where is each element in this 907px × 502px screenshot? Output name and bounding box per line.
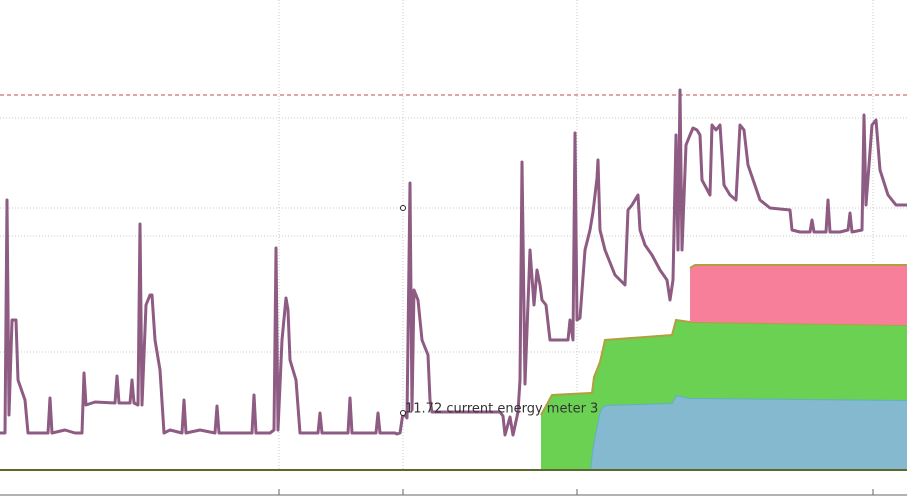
tooltip-label: 11.72 current energy meter 3 (405, 402, 598, 417)
line-series (0, 88, 907, 437)
hover-point (400, 410, 406, 416)
stacked-area (690, 265, 907, 325)
grid (0, 0, 907, 470)
plot (0, 88, 907, 471)
stacked-area (541, 395, 907, 470)
hover-point (400, 205, 406, 211)
area-edge (689, 264, 907, 269)
stacked-area (541, 320, 907, 470)
